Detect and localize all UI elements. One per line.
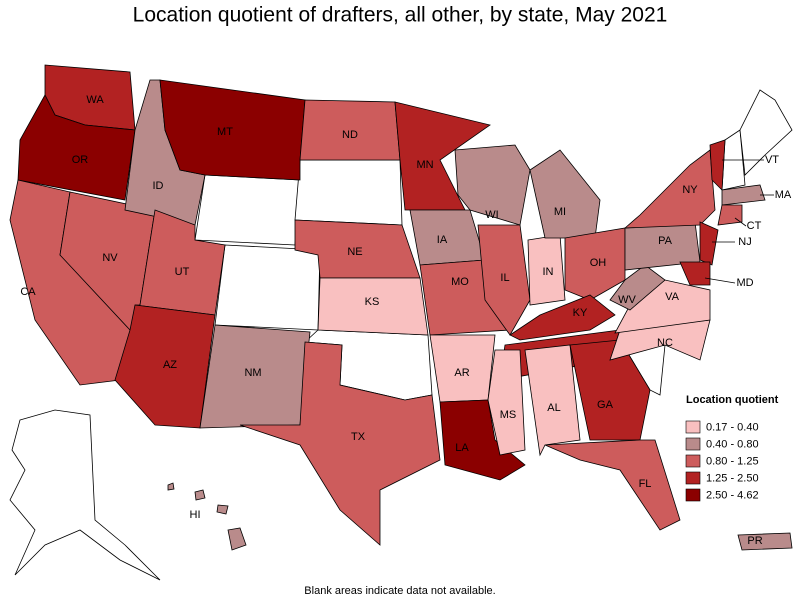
legend-label: 0.80 - 1.25 — [706, 455, 759, 467]
state-shape — [409, 209, 486, 266]
state-shape — [529, 149, 601, 239]
state-label: KS — [365, 296, 380, 308]
state-label: CA — [20, 286, 36, 298]
state-shape — [679, 261, 711, 286]
state-label: FL — [639, 478, 652, 490]
state-label: ND — [342, 129, 358, 141]
state-label: KY — [573, 307, 588, 319]
legend-swatch — [685, 488, 701, 502]
state-shape — [216, 504, 229, 515]
state-shape — [524, 344, 581, 457]
leader-line — [704, 277, 736, 284]
state-shape — [564, 227, 626, 301]
legend-label: 0.40 - 0.80 — [706, 438, 759, 450]
state-shape — [227, 527, 247, 551]
leader-line — [734, 217, 747, 227]
state-label: MA — [775, 189, 792, 201]
state-label: NV — [102, 252, 118, 264]
state-label: GA — [597, 399, 614, 411]
state-label: MD — [736, 277, 753, 289]
state-shape — [737, 532, 793, 551]
state-shape — [317, 277, 429, 336]
state-shape — [487, 349, 526, 456]
legend-title: Location quotient — [686, 394, 779, 406]
state-label: PA — [658, 235, 673, 247]
state-shape — [699, 221, 719, 266]
state-shape — [623, 149, 716, 229]
state-shape — [167, 482, 175, 491]
state-shape — [721, 184, 766, 206]
state-shape — [194, 174, 301, 246]
state-shape — [239, 341, 441, 546]
state-label: AR — [454, 367, 469, 379]
state-shape — [17, 94, 136, 201]
state-shape — [194, 489, 206, 501]
state-label: VT — [765, 154, 779, 166]
state-label: VA — [665, 291, 680, 303]
state-label: MS — [500, 409, 517, 421]
state-shape — [544, 439, 681, 531]
state-shape — [569, 339, 651, 441]
state-shape — [9, 409, 161, 581]
map-title: Location quotient of drafters, all other… — [133, 4, 668, 27]
state-label: NE — [347, 246, 362, 258]
legend-swatch — [685, 454, 701, 468]
state-label: IA — [437, 234, 448, 246]
state-shape — [214, 244, 321, 331]
state-label: WV — [618, 294, 636, 306]
state-label: NM — [244, 367, 261, 379]
state-label: OH — [590, 257, 607, 269]
state-label: NY — [682, 184, 698, 196]
state-label: IN — [543, 266, 554, 278]
legend-label: 2.50 - 4.62 — [706, 489, 759, 501]
state-shape — [717, 204, 743, 226]
state-shape — [739, 89, 793, 176]
state-label: PR — [747, 535, 762, 547]
state-label: WI — [485, 209, 498, 221]
state-label: MO — [451, 276, 469, 288]
state-shape — [509, 294, 616, 341]
legend-swatch — [685, 437, 701, 451]
state-label: MI — [554, 206, 566, 218]
state-label: OR — [72, 154, 89, 166]
state-label: WA — [86, 94, 104, 106]
state-label: IL — [500, 272, 509, 284]
state-label: TX — [351, 431, 366, 443]
legend-swatch — [685, 420, 701, 434]
note: Blank areas indicate data not available. — [304, 585, 495, 597]
state-label: MT — [217, 126, 233, 138]
state-label: AZ — [163, 359, 177, 371]
state-label: ID — [153, 180, 164, 192]
state-label: MN — [416, 159, 433, 171]
legend-label: 0.17 - 0.40 — [706, 421, 759, 433]
state-label: HI — [190, 509, 201, 521]
state-label: LA — [455, 442, 469, 454]
state-shape — [477, 224, 531, 336]
state-label: NJ — [738, 236, 751, 248]
state-label: AL — [547, 402, 560, 414]
state-shape — [114, 304, 216, 429]
legend-swatch — [685, 471, 701, 485]
state-shape — [134, 209, 226, 316]
state-label: NC — [657, 337, 673, 349]
state-shape — [294, 159, 403, 226]
legend-label: 1.25 - 2.50 — [706, 472, 759, 484]
state-label: CT — [747, 220, 762, 232]
state-label: UT — [175, 266, 190, 278]
